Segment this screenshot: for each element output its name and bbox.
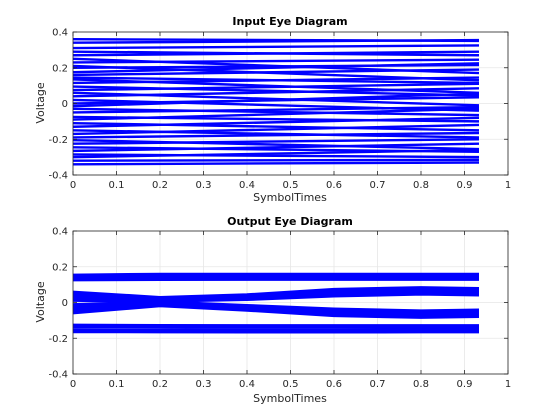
x-tick-label: 0.5 xyxy=(283,379,299,390)
x-tick-label: 0.8 xyxy=(413,180,429,191)
y-tick-label: 0 xyxy=(62,298,68,309)
x-tick-label: 0.2 xyxy=(152,379,168,390)
x-tick-label: 0 xyxy=(70,379,76,390)
eye-trace xyxy=(72,158,479,162)
chart-title: Output Eye Diagram xyxy=(227,215,353,228)
x-tick-label: 0.5 xyxy=(283,180,299,191)
x-tick-label: 0.9 xyxy=(457,379,473,390)
y-tick-label: 0.2 xyxy=(52,63,68,74)
x-tick-label: 1 xyxy=(505,180,511,191)
y-tick-label: 0 xyxy=(62,99,68,110)
eye-trace xyxy=(72,107,480,121)
x-tick-label: 0.6 xyxy=(326,180,342,191)
series-group xyxy=(72,272,480,334)
x-tick-label: 0.6 xyxy=(326,379,342,390)
x-tick-label: 1 xyxy=(505,379,511,390)
eye-trace xyxy=(72,50,480,57)
x-tick-label: 0.3 xyxy=(196,379,212,390)
x-tick-label: 0.1 xyxy=(109,180,125,191)
y-tick-label: -0.4 xyxy=(48,370,68,381)
eye-trace xyxy=(72,38,479,44)
eye-trace xyxy=(72,76,480,85)
eye-trace xyxy=(72,107,480,117)
eye-trace xyxy=(72,273,479,277)
y-tick-label: 0.4 xyxy=(52,227,68,238)
y-axis-label: Voltage xyxy=(34,82,47,123)
x-tick-label: 0.9 xyxy=(457,180,473,191)
y-tick-label: -0.2 xyxy=(48,334,68,345)
x-tick-label: 0.7 xyxy=(370,180,386,191)
series-group xyxy=(72,37,480,166)
eye-trace xyxy=(72,44,479,50)
eye-trace xyxy=(72,87,480,98)
y-axis-label: Voltage xyxy=(34,281,47,322)
y-tick-label: -0.4 xyxy=(48,171,68,182)
eye-trace xyxy=(72,161,479,166)
eye-trace xyxy=(72,58,479,64)
x-tick-label: 0.4 xyxy=(239,379,255,390)
chart-title: Input Eye Diagram xyxy=(232,15,347,28)
eye-trace xyxy=(72,142,480,153)
eye-trace xyxy=(72,82,480,92)
input-eye-diagram-axes: Input Eye Diagram SymbolTimes Voltage 0 0… xyxy=(34,15,511,204)
y-tick-label: 0.4 xyxy=(52,28,68,39)
eye-trace xyxy=(72,138,480,151)
eye-trace xyxy=(72,325,479,329)
eye-trace xyxy=(72,92,480,108)
x-tick-label: 0.2 xyxy=(152,180,168,191)
eye-trace xyxy=(72,62,480,74)
output-eye-diagram-axes: Output Eye Diagram SymbolTimes Voltage 0… xyxy=(34,215,511,405)
x-tick-label: 0.8 xyxy=(413,379,429,390)
eye-trace xyxy=(72,131,480,139)
eye-trace xyxy=(72,138,480,145)
eye-trace xyxy=(72,278,479,282)
x-axis-label: SymbolTimes xyxy=(253,392,327,405)
y-tick-label: 0.2 xyxy=(52,262,68,273)
eye-trace xyxy=(72,304,480,319)
x-tick-label: 0 xyxy=(70,180,76,191)
eye-trace xyxy=(72,105,480,114)
x-tick-label: 0.4 xyxy=(239,180,255,191)
eye-trace xyxy=(72,116,480,128)
x-axis-label: SymbolTimes xyxy=(253,191,327,204)
y-tick-label: -0.2 xyxy=(48,135,68,146)
eye-trace xyxy=(72,68,480,77)
eye-trace xyxy=(72,123,480,136)
x-tick-label: 0.7 xyxy=(370,379,386,390)
x-tick-label: 0.3 xyxy=(196,180,212,191)
x-tick-label: 0.1 xyxy=(109,379,125,390)
eye-trace xyxy=(72,272,479,276)
eye-trace xyxy=(72,148,480,159)
